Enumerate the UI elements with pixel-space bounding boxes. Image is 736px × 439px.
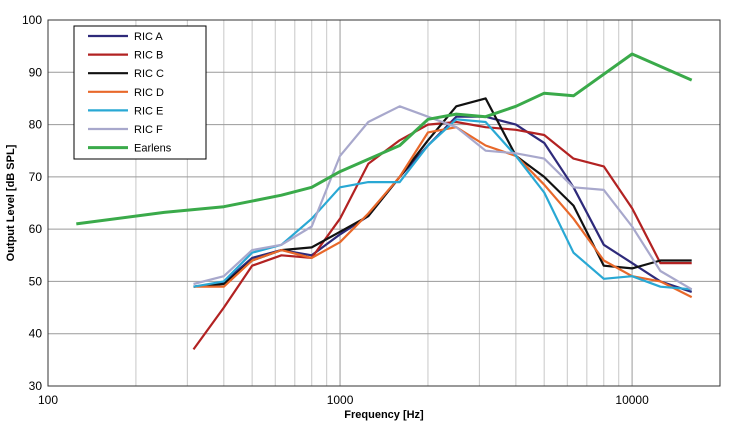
- legend: RIC A RIC B RIC C RIC D RIC E RIC F Earlens: [73, 25, 207, 160]
- x-axis-title: Frequency [Hz]: [344, 409, 424, 421]
- series-line-earlens: [76, 52, 693, 226]
- legend-label-ric-e: RIC E: [134, 105, 163, 117]
- y-axis-title: Output Level [dB SPL]: [5, 144, 17, 261]
- ticks: 30 40 50 60 70 80 90 100 100 1000 10000: [22, 13, 649, 407]
- plot-frame: [47, 19, 721, 387]
- y-tick-label: 100: [22, 13, 42, 27]
- y-tick-label: 50: [29, 274, 43, 288]
- x-tick-label: 1000: [327, 393, 354, 407]
- y-tick-label: 70: [29, 170, 43, 184]
- y-tick-label: 90: [29, 65, 43, 79]
- legend-label-ric-a: RIC A: [134, 31, 163, 43]
- y-tick-label: 40: [29, 327, 43, 341]
- legend-label-ric-c: RIC C: [134, 68, 164, 80]
- legend-label-earlens: Earlens: [134, 143, 172, 155]
- series-line-ric-f: [193, 105, 693, 291]
- legend-label-ric-f: RIC F: [134, 124, 163, 136]
- y-tick-label: 60: [29, 222, 43, 236]
- x-tick-label: 100: [38, 393, 58, 407]
- y-tick-label: 80: [29, 118, 43, 132]
- x-tick-label: 10000: [615, 393, 649, 407]
- series-layer: [76, 52, 693, 351]
- legend-label-ric-b: RIC B: [134, 50, 163, 62]
- series-line-ric-d: [193, 126, 693, 299]
- legend-label-ric-d: RIC D: [134, 87, 164, 99]
- y-tick-label: 30: [29, 379, 43, 393]
